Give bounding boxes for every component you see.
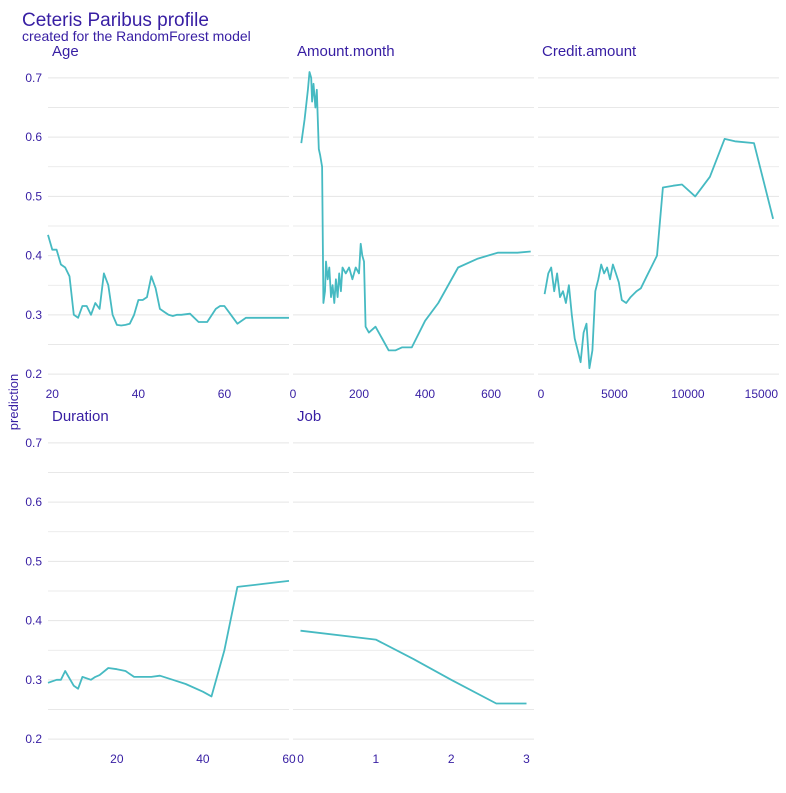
x-tick-label: 600 <box>481 387 501 401</box>
y-tick-label: 0.3 <box>25 308 42 322</box>
panel-title-age: Age <box>52 43 79 60</box>
x-tick-label: 3 <box>523 752 530 766</box>
panel-title-credit-amount: Credit.amount <box>542 43 637 60</box>
x-tick-label: 15000 <box>745 387 779 401</box>
panel-amount-month: Amount.month 0 200 400 600 <box>290 43 534 401</box>
x-tick-label: 0 <box>290 387 297 401</box>
x-tick-label: 1 <box>373 752 380 766</box>
x-tick-label: 200 <box>349 387 369 401</box>
y-tick-label: 0.7 <box>25 436 42 450</box>
profile-line-duration <box>47 580 290 698</box>
x-tick-label: 10000 <box>671 387 705 401</box>
x-tick-label: 2 <box>448 752 455 766</box>
y-tick-label: 0.6 <box>25 495 42 509</box>
x-tick-label: 0 <box>538 387 545 401</box>
y-tick-label: 0.6 <box>25 130 42 144</box>
x-tick-label: 20 <box>46 387 60 401</box>
panel-title-duration: Duration <box>52 408 109 425</box>
y-tick-label: 0.2 <box>25 732 42 746</box>
panel-title-job: Job <box>297 408 321 425</box>
panel-title-amount-month: Amount.month <box>297 43 395 60</box>
x-tick-label: 60 <box>218 387 232 401</box>
x-tick-label: 5000 <box>601 387 628 401</box>
profile-line-job <box>300 629 527 705</box>
y-tick-label: 0.5 <box>25 189 42 203</box>
y-axis-label: prediction <box>6 374 21 430</box>
y-tick-label: 0.5 <box>25 554 42 568</box>
y-tick-label: 0.4 <box>25 614 42 628</box>
chart-title: Ceteris Paribus profile <box>22 10 209 31</box>
panel-duration: 0.2 0.3 0.4 0.5 0.6 0.7 Duration 20 40 60 <box>25 408 296 766</box>
y-tick-label: 0.4 <box>25 249 42 263</box>
chart-subtitle: created for the RandomForest model <box>22 28 251 44</box>
profile-line-age <box>47 234 289 327</box>
panel-job: Job 0 1 2 3 <box>293 408 534 766</box>
x-tick-label: 40 <box>132 387 146 401</box>
x-tick-label: 400 <box>415 387 435 401</box>
x-tick-label: 60 <box>282 752 296 766</box>
panel-credit-amount: Credit.amount 0 5000 10000 15000 <box>538 43 779 401</box>
y-tick-label: 0.7 <box>25 71 42 85</box>
x-tick-label: 20 <box>110 752 124 766</box>
profile-line-amount-month <box>300 71 531 352</box>
panel-age: 0.2 0.3 0.4 0.5 0.6 0.7 Age 20 40 60 <box>25 43 289 401</box>
x-tick-label: 40 <box>196 752 210 766</box>
x-tick-label: 0 <box>297 752 304 766</box>
y-tick-label: 0.2 <box>25 367 42 381</box>
y-tick-label: 0.3 <box>25 673 42 687</box>
profile-line-credit-amount <box>543 138 774 370</box>
